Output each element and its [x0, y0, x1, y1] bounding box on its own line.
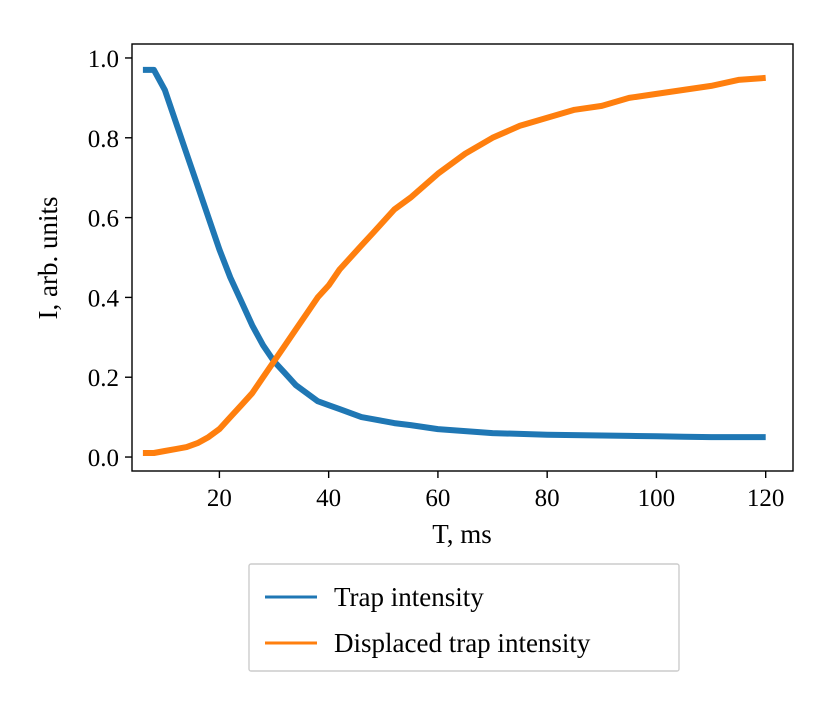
x-tick-label: 120 [747, 485, 785, 512]
x-tick-label: 40 [316, 485, 341, 512]
y-axis: 0.0 0.2 0.4 0.6 0.8 1.0 [88, 46, 132, 472]
y-tick-label: 0.6 [88, 206, 119, 233]
x-tick-label: 80 [535, 485, 560, 512]
y-tick-label: 1.0 [88, 46, 119, 73]
y-tick-label: 0.2 [88, 365, 119, 392]
legend-label-displaced-trap-intensity: Displaced trap intensity [334, 628, 591, 658]
x-tick-label: 60 [425, 485, 450, 512]
legend-label-trap-intensity: Trap intensity [334, 582, 484, 612]
x-axis-label: T, ms [432, 519, 492, 549]
series-line-displaced-trap-intensity [142, 74, 766, 456]
series-layer [142, 66, 766, 456]
y-tick-label: 0.8 [88, 126, 119, 153]
legend: Trap intensity Displaced trap intensity [248, 563, 680, 672]
y-tick-label: 0.4 [88, 285, 120, 312]
series-line-trap-intensity [142, 66, 766, 441]
legend-frame [248, 563, 680, 672]
x-axis: 20 40 60 80 100 120 [207, 471, 785, 512]
y-tick-label: 0.0 [88, 445, 119, 472]
x-tick-label: 20 [207, 485, 232, 512]
x-tick-label: 100 [638, 485, 676, 512]
y-axis-label: I, arb. units [33, 197, 63, 320]
plot-frame [131, 43, 794, 472]
